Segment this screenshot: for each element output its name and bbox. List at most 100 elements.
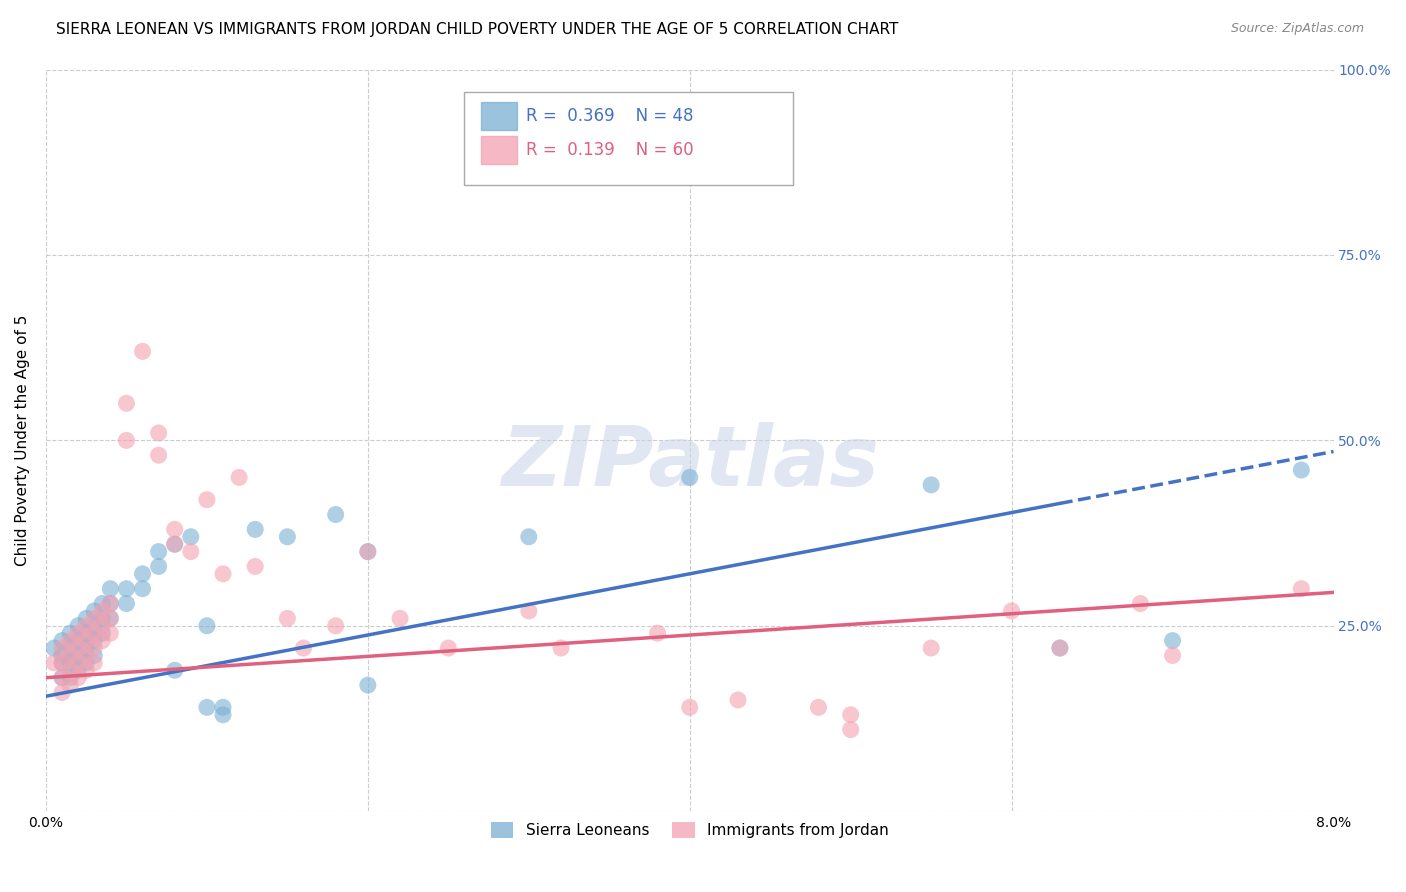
Point [565,166,588,180]
Point [59,626,82,640]
Point [51,648,73,663]
Point [83,640,105,655]
Text: ZIPatlas: ZIPatlas [501,422,879,503]
Point [1129,597,1152,611]
Point [148,448,170,462]
Point [1049,640,1071,655]
Point [67,663,90,677]
Point [550,640,572,655]
FancyBboxPatch shape [481,103,517,130]
Point [67,640,90,655]
FancyBboxPatch shape [481,136,517,164]
Point [180,544,202,558]
Point [91,604,114,618]
Point [59,640,82,655]
Point [83,611,105,625]
Point [83,633,105,648]
Point [115,582,138,596]
Point [389,611,412,625]
Point [75,648,97,663]
Point [98,597,121,611]
Point [59,648,82,663]
Point [1049,640,1071,655]
Point [75,626,97,640]
Point [59,656,82,670]
Point [807,700,830,714]
Text: R =  0.139    N = 60: R = 0.139 N = 60 [526,141,693,159]
Point [517,530,540,544]
Point [98,626,121,640]
Point [75,656,97,670]
Point [67,648,90,663]
Point [727,693,749,707]
Point [131,566,153,581]
Point [91,626,114,640]
Point [83,656,105,670]
Point [51,656,73,670]
Point [357,544,380,558]
Point [647,626,669,640]
Point [163,522,186,536]
FancyBboxPatch shape [464,92,793,185]
Point [276,611,298,625]
Point [292,640,315,655]
Legend: Sierra Leoneans, Immigrants from Jordan: Sierra Leoneans, Immigrants from Jordan [485,816,896,845]
Point [51,633,73,648]
Point [83,604,105,618]
Point [91,597,114,611]
Point [98,611,121,625]
Point [245,522,267,536]
Point [42,640,65,655]
Point [148,544,170,558]
Point [679,470,702,484]
Point [67,619,90,633]
Point [75,611,97,625]
Point [75,619,97,633]
Point [1001,604,1024,618]
Point [98,582,121,596]
Point [75,663,97,677]
Point [920,640,942,655]
Point [148,425,170,440]
Point [59,678,82,692]
Point [195,619,218,633]
Point [357,544,380,558]
Point [163,537,186,551]
Point [59,633,82,648]
Text: R =  0.369    N = 48: R = 0.369 N = 48 [526,107,693,125]
Point [42,656,65,670]
Point [1161,648,1184,663]
Point [180,530,202,544]
Point [83,648,105,663]
Point [59,663,82,677]
Point [98,611,121,625]
Point [437,640,460,655]
Point [920,478,942,492]
Point [51,656,73,670]
Point [115,597,138,611]
Point [67,626,90,640]
Point [115,434,138,448]
Point [195,700,218,714]
Point [75,640,97,655]
Point [212,707,235,722]
Point [59,671,82,685]
Point [1291,582,1313,596]
Point [163,663,186,677]
Point [131,344,153,359]
Point [51,671,73,685]
Point [67,671,90,685]
Text: SIERRA LEONEAN VS IMMIGRANTS FROM JORDAN CHILD POVERTY UNDER THE AGE OF 5 CORREL: SIERRA LEONEAN VS IMMIGRANTS FROM JORDAN… [56,22,898,37]
Point [98,597,121,611]
Point [357,678,380,692]
Point [163,537,186,551]
Point [245,559,267,574]
Point [325,619,347,633]
Point [325,508,347,522]
Point [195,492,218,507]
Point [83,619,105,633]
Point [83,626,105,640]
Y-axis label: Child Poverty Under the Age of 5: Child Poverty Under the Age of 5 [15,315,30,566]
Text: Source: ZipAtlas.com: Source: ZipAtlas.com [1230,22,1364,36]
Point [1161,633,1184,648]
